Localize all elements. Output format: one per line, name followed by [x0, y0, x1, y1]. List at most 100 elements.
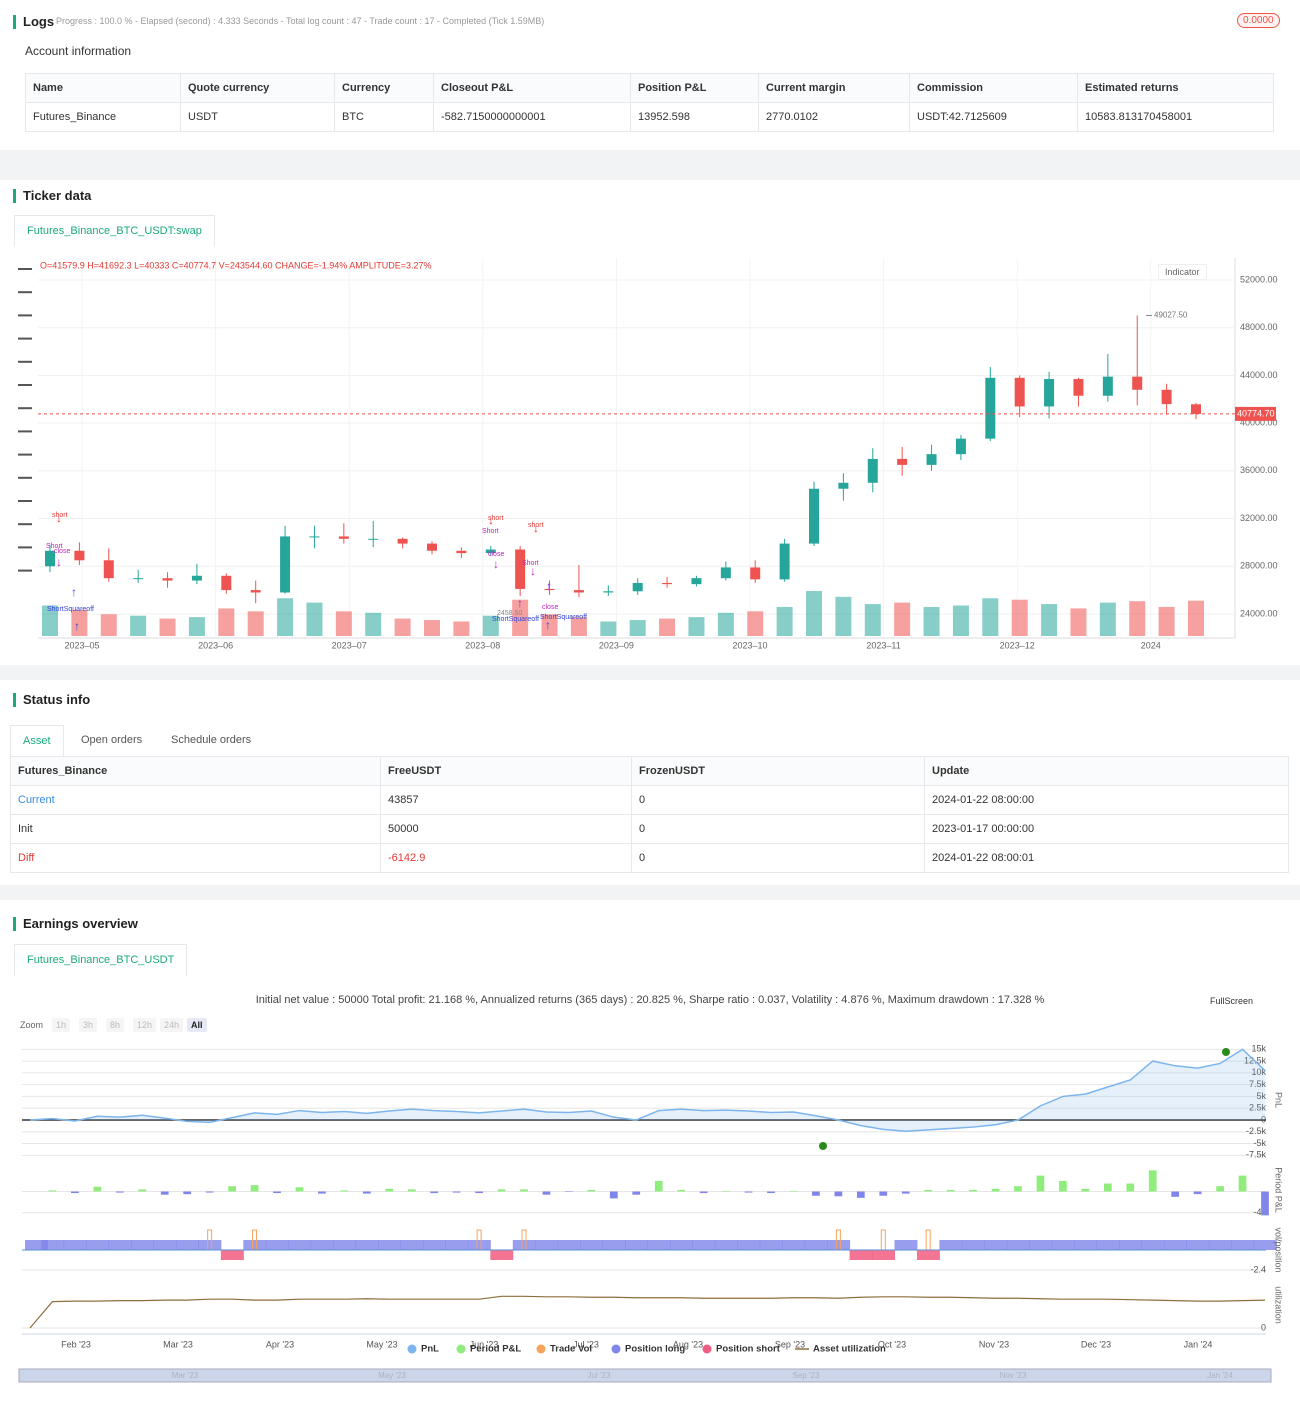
candle-body [45, 550, 55, 567]
logs-title: Logs [12, 14, 55, 29]
position-bar [782, 1240, 806, 1250]
volume-bar [1011, 599, 1028, 636]
volume-bar [952, 605, 969, 636]
header-cell: Futures_Binance [10, 756, 381, 786]
trade-arrow: ↓ [533, 521, 539, 535]
period-bar [1216, 1186, 1224, 1192]
min-dot [819, 1142, 827, 1150]
volume-bar [600, 621, 617, 636]
y-tick-label: 36000.00 [1240, 465, 1278, 475]
zoom-button[interactable]: All [187, 1018, 207, 1032]
period-bar [587, 1189, 596, 1192]
candle-body [720, 567, 731, 579]
legend-label: Position long [625, 1344, 685, 1355]
position-bar [153, 1240, 177, 1250]
zoom-button[interactable]: 1h [52, 1018, 71, 1032]
navigator-label: Mar '23 [172, 1371, 199, 1380]
volume-bar [1041, 604, 1058, 636]
period-bar [1171, 1191, 1180, 1197]
candle-body [456, 550, 467, 554]
account-title: Account information [25, 44, 132, 58]
position-bar [41, 1240, 65, 1250]
x-tick-label: Oct '23 [878, 1339, 906, 1349]
period-bar [71, 1191, 79, 1194]
position-bar [1141, 1240, 1165, 1250]
period-bar [273, 1191, 281, 1194]
y-tick-label: 24000.00 [1240, 608, 1278, 618]
position-bar [557, 1240, 581, 1250]
x-tick-label: 2023–12 [1000, 640, 1035, 650]
status-tab[interactable]: Schedule orders [171, 734, 252, 746]
status-table: Futures_Binance FreeUSDT FrozenUSDT Update C… [10, 756, 1289, 873]
position-bar [939, 1240, 963, 1250]
period-bar [901, 1191, 910, 1194]
header-row: Name Quote currency Currency Closeout P&L Po… [25, 73, 1274, 103]
volume-bar [365, 612, 382, 636]
period-bar [632, 1191, 641, 1195]
high-label: 49027.50 [1154, 311, 1188, 320]
position-bar [25, 1240, 48, 1250]
position-bar [310, 1240, 334, 1250]
period-bar [430, 1191, 439, 1194]
volume-bar [1188, 600, 1204, 636]
ohlc: O=41579.9 H=41692.3 L=40333 C=40774.7 V=… [40, 260, 432, 270]
cell: 43857 [380, 785, 632, 815]
navigator [18, 1368, 1272, 1383]
cell: -6142.9 [380, 843, 632, 873]
tool-icon [18, 268, 32, 270]
candle-body [632, 582, 643, 592]
position-bar [1208, 1240, 1232, 1250]
zoom-button[interactable]: 3h [79, 1018, 98, 1032]
period-bar [1126, 1183, 1135, 1192]
trade-arrow: ↓ [493, 557, 499, 571]
volume-bar [982, 598, 999, 636]
candle-body [1044, 379, 1055, 407]
zoom-button[interactable]: 12h [133, 1018, 157, 1032]
candle-body [1132, 376, 1143, 390]
period-bar [295, 1187, 304, 1192]
period-bar [677, 1189, 686, 1192]
zoom-button[interactable]: 8h [106, 1018, 125, 1032]
position-bar [692, 1240, 716, 1250]
volume-bar [394, 618, 411, 636]
x-tick-label: Mar '23 [163, 1339, 193, 1349]
trade-annotation: short [488, 515, 504, 522]
volume-bar [629, 620, 646, 636]
y-tick-label: -5k [1253, 1138, 1266, 1148]
status-tab[interactable]: Open orders [81, 734, 143, 746]
fullscreen-button[interactable]: FullScreen [1210, 996, 1254, 1006]
period-bar [991, 1188, 1000, 1192]
indicator-button[interactable]: Indicator [1158, 264, 1207, 280]
period-bar [1036, 1175, 1045, 1192]
period-bar [924, 1189, 933, 1192]
period-bar [520, 1189, 528, 1192]
period-bar [789, 1190, 798, 1192]
candle-body [779, 543, 790, 580]
position-bar [243, 1240, 267, 1250]
earnings-tab[interactable]: Futures_Binance_BTC_USDT [14, 944, 188, 976]
pnl-line [29, 1048, 1266, 1133]
period-bar [1193, 1191, 1202, 1195]
trade-annotation: close [54, 548, 70, 555]
ticker-tab[interactable]: Futures_Binance_BTC_USDT:swap [14, 215, 215, 247]
period-bar [1148, 1170, 1157, 1192]
trade-annotation: 2458.50 [497, 610, 522, 617]
period-bar [497, 1189, 506, 1192]
period-bar [1014, 1186, 1022, 1192]
candle-body [1073, 379, 1084, 396]
navigator-label: Sep '23 [793, 1371, 820, 1380]
y-tick-label: 28000.00 [1240, 561, 1278, 571]
position-bar [916, 1250, 940, 1260]
x-tick-label: 2023–05 [64, 640, 99, 650]
volume-bar [894, 602, 911, 636]
status-tab[interactable]: Asset [10, 725, 64, 757]
candle-body [897, 458, 908, 465]
trade-arrow: ↓ [56, 511, 62, 525]
volume-bar [453, 621, 470, 636]
zoom-button[interactable]: 24h [160, 1018, 184, 1032]
position-bar [1029, 1240, 1053, 1250]
x-tick-label: Nov '23 [979, 1339, 1009, 1349]
row: Diff -6142.9 0 2024-01-22 08:00:01 [10, 843, 1289, 873]
navigator-label: May '23 [378, 1371, 406, 1380]
